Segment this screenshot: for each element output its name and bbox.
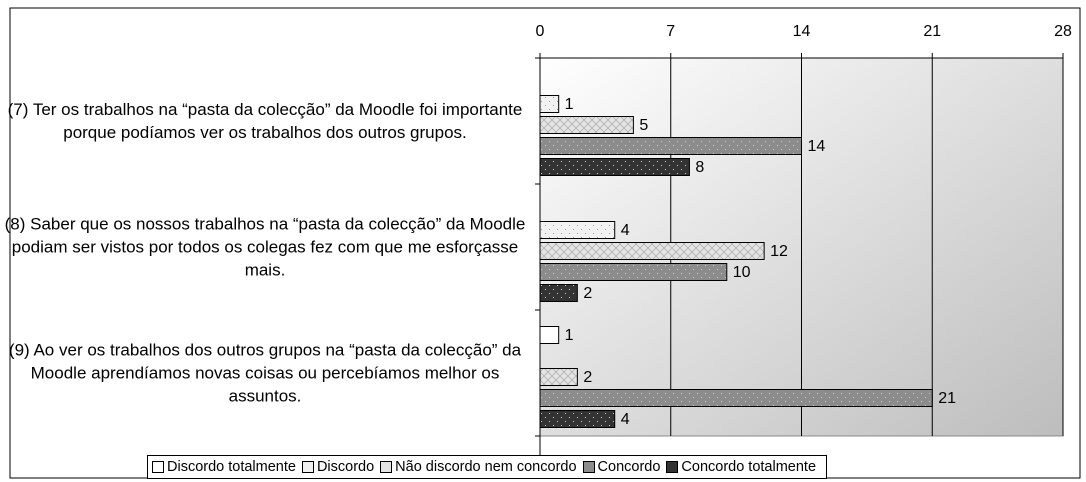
- bar: [539, 284, 578, 302]
- legend-item: Discordo totalmente: [152, 459, 296, 475]
- legend-swatch: [666, 461, 679, 473]
- data-label: 21: [938, 390, 956, 407]
- data-label: 1: [565, 96, 574, 113]
- data-label: 2: [583, 285, 592, 302]
- data-label: 5: [639, 117, 648, 134]
- category-label: (9) Ao ver os trabalhos dos outros grupo…: [8, 340, 522, 406]
- bar: [539, 137, 802, 155]
- bar: [539, 116, 634, 134]
- legend-swatch: [301, 461, 314, 473]
- bar: [539, 263, 728, 281]
- legend-label: Não discordo nem concordo: [395, 459, 577, 475]
- bar: [539, 410, 616, 428]
- bar: [539, 242, 765, 260]
- legend-label: Discordo: [316, 459, 375, 475]
- category-label: (8) Saber que os nossos trabalhos na “pa…: [4, 214, 526, 280]
- data-label: 4: [621, 222, 630, 239]
- legend-item: Concordo totalmente: [666, 459, 816, 475]
- bar: [539, 158, 690, 176]
- x-tick-label: 21: [923, 23, 941, 40]
- data-label: 1: [565, 327, 574, 344]
- data-label: 8: [695, 159, 704, 176]
- data-label: 4: [621, 411, 630, 428]
- bar: [539, 389, 933, 407]
- data-label: 12: [770, 243, 788, 260]
- bar: [539, 221, 616, 239]
- x-tick-label: 0: [536, 23, 545, 40]
- legend-label: Discordo totalmente: [167, 459, 296, 475]
- data-label: 10: [733, 264, 751, 281]
- legend-item: Discordo: [301, 459, 375, 475]
- legend-item: Não discordo nem concordo: [380, 459, 577, 475]
- bar: [539, 95, 560, 113]
- data-label: 14: [808, 138, 826, 155]
- category-label: (7) Ter os trabalhos na “pasta da colecç…: [7, 100, 523, 142]
- bar: [539, 368, 578, 386]
- legend-item: Concordo: [582, 459, 661, 475]
- legend-label: Concordo totalmente: [681, 459, 817, 475]
- x-tick-label: 7: [666, 23, 675, 40]
- x-tick-label: 28: [1054, 23, 1072, 40]
- legend-swatch: [380, 461, 393, 473]
- legend-swatch: [582, 461, 595, 473]
- legend: Discordo totalmente Discordo Não discordo …: [147, 455, 828, 479]
- bar: [539, 326, 560, 344]
- legend-label: Concordo: [597, 459, 661, 475]
- legend-swatch: [152, 461, 164, 473]
- x-tick-label: 14: [793, 23, 811, 40]
- data-label: 2: [583, 369, 592, 386]
